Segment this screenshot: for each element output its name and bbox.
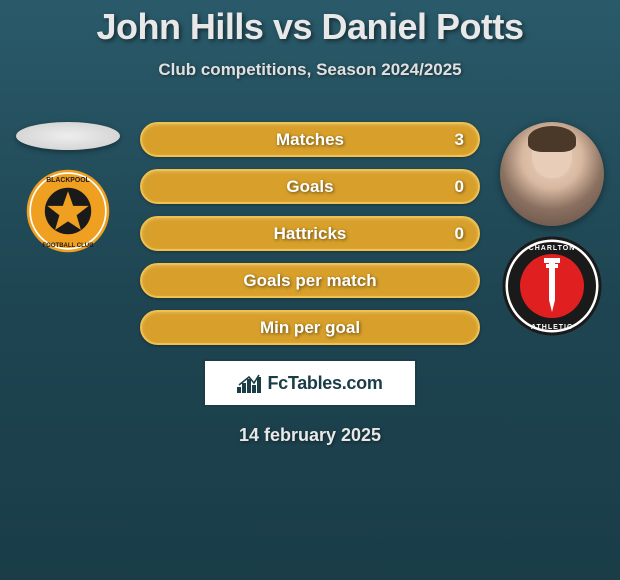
stat-bar-goals: Goals 0 xyxy=(140,169,480,204)
stat-label: Goals xyxy=(142,177,478,197)
right-player-column: CHARLTON ATHLETIC xyxy=(492,122,612,336)
player-photo-left xyxy=(16,122,120,150)
date-text: 14 february 2025 xyxy=(0,425,620,446)
player-photo-right xyxy=(500,122,604,226)
stat-label: Goals per match xyxy=(142,271,478,291)
stat-label: Hattricks xyxy=(142,224,478,244)
svg-text:CHARLTON: CHARLTON xyxy=(529,245,576,252)
stat-value-right: 0 xyxy=(455,177,464,197)
subtitle: Club competitions, Season 2024/2025 xyxy=(0,60,620,80)
blackpool-crest-icon: BLACKPOOL FOOTBALL CLUB xyxy=(25,168,111,254)
comparison-content: BLACKPOOL FOOTBALL CLUB CHARLTON ATHLETI… xyxy=(0,122,620,446)
club-crest-right: CHARLTON ATHLETIC xyxy=(502,236,602,336)
svg-text:ATHLETIC: ATHLETIC xyxy=(531,324,573,331)
brand-box: FcTables.com xyxy=(203,359,417,407)
charlton-crest-icon: CHARLTON ATHLETIC xyxy=(502,236,602,336)
club-crest-left: BLACKPOOL FOOTBALL CLUB xyxy=(18,168,118,254)
stat-value-right: 0 xyxy=(455,224,464,244)
fctables-logo-icon xyxy=(237,373,263,393)
stat-value-right: 3 xyxy=(455,130,464,150)
stat-label: Matches xyxy=(142,130,478,150)
page-title: John Hills vs Daniel Potts xyxy=(0,0,620,48)
svg-text:FOOTBALL CLUB: FOOTBALL CLUB xyxy=(42,243,94,249)
stat-bar-min-per-goal: Min per goal xyxy=(140,310,480,345)
brand-text: FcTables.com xyxy=(267,373,382,394)
stat-bar-goals-per-match: Goals per match xyxy=(140,263,480,298)
stat-bars: Matches 3 Goals 0 Hattricks 0 Goals per … xyxy=(140,122,480,345)
left-player-column: BLACKPOOL FOOTBALL CLUB xyxy=(8,122,128,254)
stat-label: Min per goal xyxy=(142,318,478,338)
svg-text:BLACKPOOL: BLACKPOOL xyxy=(46,177,90,184)
stat-bar-hattricks: Hattricks 0 xyxy=(140,216,480,251)
stat-bar-matches: Matches 3 xyxy=(140,122,480,157)
